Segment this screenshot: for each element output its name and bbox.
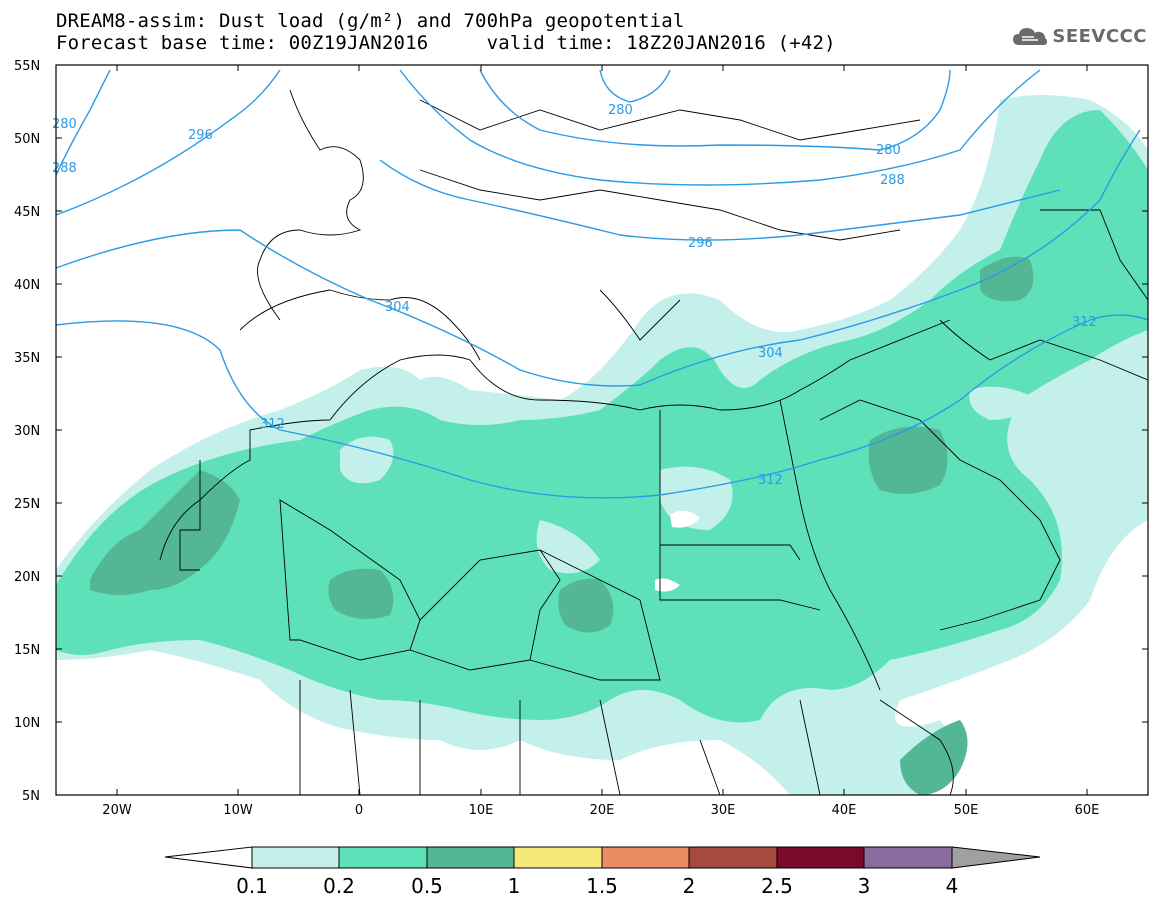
- contour-label-288-east: 288: [880, 173, 905, 188]
- colorbar-segment: [863, 846, 953, 869]
- contour-label-296-west: 296: [188, 128, 213, 143]
- dust-shading: [56, 95, 1148, 795]
- colorbar-segment: [338, 846, 428, 869]
- map-subtitle: Forecast base time: 00Z19JAN2016 valid t…: [56, 32, 836, 54]
- lon-label: 10E: [469, 803, 494, 818]
- contour-label-288-west: 288: [52, 161, 77, 176]
- lat-label: 55N: [14, 59, 40, 74]
- colorbar-label: 0.1: [236, 874, 268, 898]
- colorbar-segment: [601, 846, 690, 869]
- lat-label: 35N: [14, 351, 40, 366]
- lat-label: 25N: [14, 497, 40, 512]
- colorbar-segment: [426, 846, 515, 869]
- colorbar-label: 0.5: [411, 874, 443, 898]
- lat-labels: 55N 50N 45N 40N 35N 30N 25N 20N 15N 10N …: [14, 59, 40, 804]
- colorbar-label: 1: [508, 874, 521, 898]
- contour-label-312-west: 312: [260, 417, 285, 432]
- colorbar-low-arrow: [164, 846, 253, 869]
- colorbar-label: 4: [946, 874, 959, 898]
- lat-label: 10N: [14, 716, 40, 731]
- map-title: DREAM8-assim: Dust load (g/m²) and 700hP…: [56, 10, 685, 32]
- geopotential-contours: [56, 69, 1148, 499]
- dust-level-dark: [90, 470, 240, 595]
- colorbar: [164, 846, 1041, 869]
- colorbar-segment: [513, 846, 603, 869]
- lat-label: 50N: [14, 132, 40, 147]
- lat-label: 45N: [14, 205, 40, 220]
- lon-label: 10W: [223, 803, 253, 818]
- colorbar-segment: [776, 846, 865, 869]
- colorbar-label: 2: [683, 874, 696, 898]
- lat-label: 30N: [14, 424, 40, 439]
- colorbar-label: 2.5: [761, 874, 793, 898]
- map-header: DREAM8-assim: Dust load (g/m²) and 700hP…: [56, 10, 836, 54]
- contour-label-280-north: 280: [608, 103, 633, 118]
- lon-labels: 20W 10W 0 10E 20E 30E 40E 50E 60E: [102, 803, 1099, 818]
- lat-label: 40N: [14, 278, 40, 293]
- lon-label: 20E: [590, 803, 615, 818]
- lat-axis: [56, 64, 1148, 796]
- contour-label-312-east: 312: [1072, 315, 1097, 330]
- lon-axis: [116, 65, 1088, 795]
- lon-label: 50E: [954, 803, 979, 818]
- contour-label-280-east: 280: [876, 143, 901, 158]
- lon-label: 40E: [832, 803, 857, 818]
- colorbar-label: 1.5: [586, 874, 618, 898]
- lon-label: 0: [355, 803, 363, 818]
- contour-label-296-east: 296: [688, 236, 713, 251]
- lat-label: 15N: [14, 643, 40, 658]
- cloud-icon: [1013, 28, 1048, 45]
- contour-labels: 280 288 296 280 280 288 296 304 304 312 …: [52, 103, 1097, 488]
- colorbar-segment: [688, 846, 778, 869]
- country-borders: [159, 89, 1148, 795]
- colorbar-labels: 0.1 0.2 0.5 1 1.5 2 2.5 3 4: [236, 874, 958, 898]
- colorbar-high-arrow: [951, 846, 1041, 869]
- contour-label-312-center: 312: [758, 473, 783, 488]
- contour-label-304-west: 304: [385, 300, 410, 315]
- lat-label: 20N: [14, 570, 40, 585]
- lat-label: 5N: [22, 789, 40, 804]
- lon-label: 30E: [711, 803, 736, 818]
- seevccc-logo: SEEVCCC: [1012, 25, 1147, 47]
- dust-level-medium: [56, 110, 1148, 723]
- lon-label: 60E: [1075, 803, 1100, 818]
- colorbar-segment: [251, 846, 340, 869]
- logo-text: SEEVCCC: [1052, 25, 1147, 47]
- colorbar-label: 3: [858, 874, 871, 898]
- lon-label: 20W: [102, 803, 132, 818]
- contour-label-280-west: 280: [52, 117, 77, 132]
- colorbar-label: 0.2: [323, 874, 355, 898]
- contour-label-304-east: 304: [758, 346, 783, 361]
